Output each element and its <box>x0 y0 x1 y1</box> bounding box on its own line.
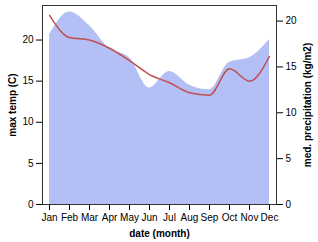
svg-text:10: 10 <box>286 107 298 118</box>
svg-text:May: May <box>120 212 139 223</box>
svg-text:Mar: Mar <box>81 212 99 223</box>
svg-text:10: 10 <box>22 116 34 127</box>
svg-text:Dec: Dec <box>261 212 279 223</box>
svg-text:Jun: Jun <box>141 212 157 223</box>
svg-text:Apr: Apr <box>102 212 118 223</box>
svg-text:5: 5 <box>28 158 34 169</box>
svg-text:15: 15 <box>286 61 298 72</box>
svg-text:5: 5 <box>286 153 292 164</box>
svg-text:med. precipitation (kg/m2): med. precipitation (kg/m2) <box>302 43 313 167</box>
svg-text:0: 0 <box>286 199 292 210</box>
svg-text:Sep: Sep <box>201 212 219 223</box>
svg-text:Jan: Jan <box>41 212 57 223</box>
svg-text:20: 20 <box>286 15 298 26</box>
svg-text:Jul: Jul <box>163 212 176 223</box>
svg-text:15: 15 <box>22 75 34 86</box>
svg-text:Nov: Nov <box>241 212 259 223</box>
svg-text:0: 0 <box>28 199 34 210</box>
svg-text:Oct: Oct <box>222 212 238 223</box>
svg-text:Aug: Aug <box>181 212 199 223</box>
svg-text:max temp (C): max temp (C) <box>7 73 18 136</box>
svg-text:20: 20 <box>22 34 34 45</box>
svg-text:Feb: Feb <box>61 212 79 223</box>
svg-text:date (month): date (month) <box>129 228 190 239</box>
